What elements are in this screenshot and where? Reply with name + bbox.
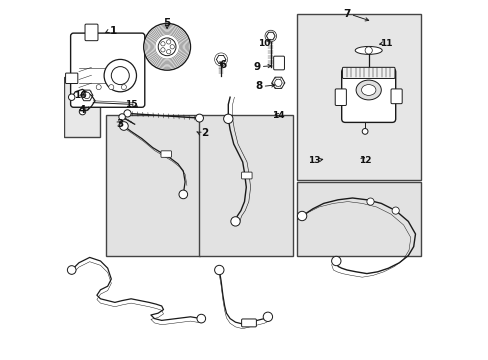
Circle shape xyxy=(108,85,114,90)
Polygon shape xyxy=(81,90,93,101)
Bar xyxy=(106,115,199,256)
Circle shape xyxy=(197,314,205,323)
FancyBboxPatch shape xyxy=(85,24,98,41)
Circle shape xyxy=(365,47,371,54)
Bar xyxy=(296,182,420,256)
Circle shape xyxy=(195,114,203,122)
Text: 16: 16 xyxy=(74,91,87,100)
Circle shape xyxy=(297,211,306,221)
Circle shape xyxy=(161,42,165,46)
Circle shape xyxy=(263,312,272,321)
Circle shape xyxy=(111,67,129,85)
Circle shape xyxy=(331,256,340,266)
Text: 12: 12 xyxy=(358,156,370,165)
Text: 15: 15 xyxy=(124,100,137,109)
Circle shape xyxy=(274,79,282,86)
Text: 14: 14 xyxy=(272,111,285,120)
Circle shape xyxy=(179,190,187,199)
Circle shape xyxy=(68,94,75,100)
Circle shape xyxy=(214,265,224,275)
Circle shape xyxy=(391,207,399,214)
Circle shape xyxy=(79,108,85,115)
Circle shape xyxy=(119,114,125,120)
Circle shape xyxy=(67,266,76,274)
FancyBboxPatch shape xyxy=(341,68,395,122)
Polygon shape xyxy=(266,32,275,40)
Circle shape xyxy=(230,217,240,226)
Circle shape xyxy=(223,114,232,123)
Bar xyxy=(296,14,420,180)
Text: 5: 5 xyxy=(163,18,170,28)
Circle shape xyxy=(366,198,373,205)
Text: 11: 11 xyxy=(380,39,392,48)
FancyBboxPatch shape xyxy=(273,56,284,70)
Text: 1: 1 xyxy=(109,26,117,36)
FancyBboxPatch shape xyxy=(390,89,401,104)
Text: 10: 10 xyxy=(258,39,270,48)
FancyBboxPatch shape xyxy=(65,73,78,84)
Text: 3: 3 xyxy=(117,119,123,129)
Text: 2: 2 xyxy=(201,128,208,138)
Circle shape xyxy=(362,129,367,134)
Ellipse shape xyxy=(361,85,375,95)
Circle shape xyxy=(161,48,165,52)
Polygon shape xyxy=(271,77,284,89)
Text: 6: 6 xyxy=(219,60,226,70)
Bar xyxy=(199,115,292,256)
Circle shape xyxy=(166,50,170,54)
Circle shape xyxy=(170,45,174,49)
Ellipse shape xyxy=(355,80,381,100)
Circle shape xyxy=(166,40,170,44)
Circle shape xyxy=(104,59,136,92)
Text: 8: 8 xyxy=(255,81,262,91)
FancyBboxPatch shape xyxy=(241,319,256,327)
FancyBboxPatch shape xyxy=(161,151,171,157)
Ellipse shape xyxy=(354,46,382,54)
Circle shape xyxy=(120,122,128,130)
Text: 7: 7 xyxy=(343,9,350,19)
FancyBboxPatch shape xyxy=(70,33,144,107)
Circle shape xyxy=(123,110,131,117)
FancyBboxPatch shape xyxy=(241,172,251,179)
Circle shape xyxy=(83,92,90,99)
Text: 4: 4 xyxy=(79,105,86,115)
Bar xyxy=(64,77,101,137)
Circle shape xyxy=(121,85,126,90)
Text: 13: 13 xyxy=(308,156,320,165)
Circle shape xyxy=(96,85,101,90)
Text: 9: 9 xyxy=(253,62,260,72)
Circle shape xyxy=(143,23,190,70)
FancyBboxPatch shape xyxy=(335,89,346,105)
Circle shape xyxy=(158,38,176,56)
FancyBboxPatch shape xyxy=(342,67,394,78)
